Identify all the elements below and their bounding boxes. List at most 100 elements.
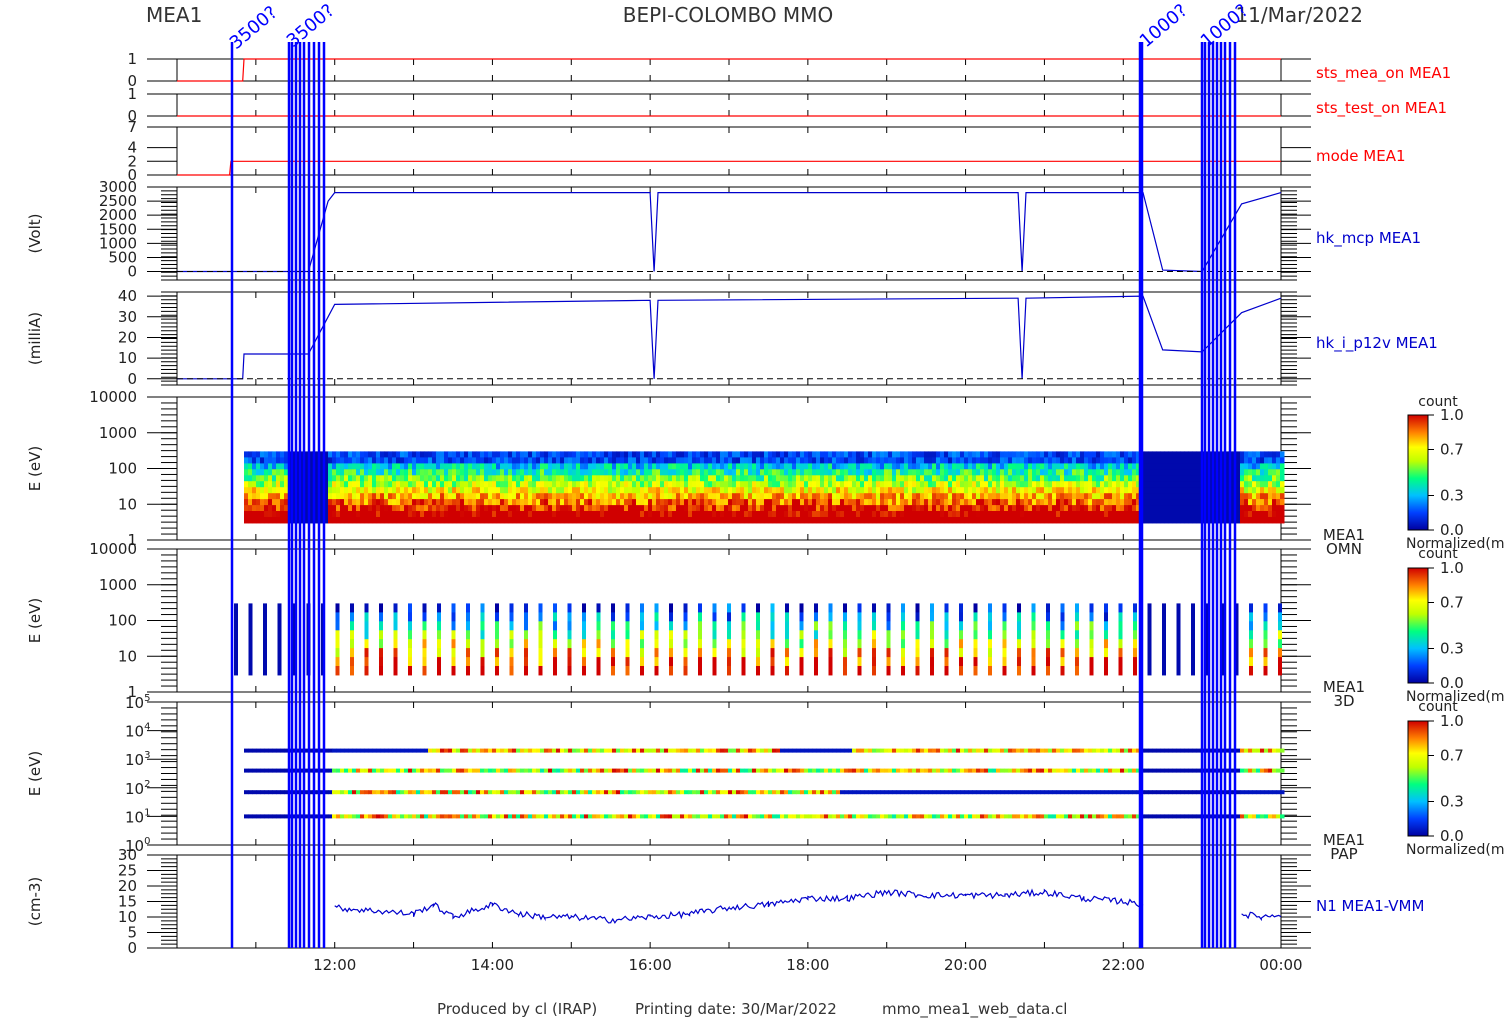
spectrogram-cell	[664, 463, 669, 470]
pap-cell	[344, 748, 349, 753]
spectrogram-cell	[960, 505, 965, 512]
pap-cell	[744, 768, 749, 773]
pap-cell	[960, 748, 965, 753]
spectrogram-cell	[876, 499, 881, 506]
spectrogram-cell	[1040, 463, 1045, 470]
spectrogram-cell	[1244, 499, 1249, 506]
spectrogram-cell	[964, 487, 969, 494]
spectrogram-cell	[904, 451, 909, 458]
pap-cell	[720, 748, 725, 753]
spectrogram-cell	[380, 469, 385, 476]
pap-cell	[1236, 748, 1241, 753]
spectrogram-cell	[904, 481, 909, 488]
spectrogram-cell	[400, 493, 405, 500]
3d-cell	[422, 648, 427, 658]
spectrogram-cell	[1164, 451, 1169, 458]
spectrogram-cell	[728, 517, 733, 524]
spectrogram-cell	[736, 451, 741, 458]
spectrogram-cell	[344, 487, 349, 494]
spectrogram-cell	[1256, 511, 1261, 518]
spectrogram-cell	[716, 469, 721, 476]
pap-cell	[280, 790, 285, 795]
spectrogram-cell	[1076, 451, 1081, 458]
spectrogram-cell	[1192, 463, 1197, 470]
spectrogram-cell	[1256, 517, 1261, 524]
3d-cell	[669, 630, 673, 640]
spectrogram-cell	[932, 499, 937, 506]
spectrogram-cell	[696, 493, 701, 500]
spectrogram-cell	[1080, 481, 1085, 488]
pap-cell	[556, 790, 561, 795]
spectrogram-cell	[1160, 505, 1165, 512]
3d-cell	[1278, 657, 1282, 667]
spectrogram-cell	[752, 499, 757, 506]
pap-cell	[328, 768, 333, 773]
spectrogram-cell	[956, 463, 961, 470]
spectrogram-cell	[852, 487, 857, 494]
spectrogram-cell	[1144, 505, 1149, 512]
spectrogram-cell	[356, 499, 361, 506]
3d-cell	[509, 621, 514, 631]
spectrogram-cell	[420, 511, 425, 518]
pap-cell	[1076, 768, 1081, 773]
spectrogram-cell	[552, 517, 557, 524]
spectrogram-cell	[572, 475, 577, 482]
pap-cell	[604, 748, 609, 753]
spectrogram-cell	[428, 517, 433, 524]
spectrogram-cell	[876, 451, 881, 458]
pap-cell	[536, 790, 541, 795]
pap-cell	[444, 748, 449, 753]
spectrogram-cell	[1116, 487, 1121, 494]
3d-cell	[756, 630, 760, 640]
spectrogram-cell	[568, 469, 573, 476]
3d-cell	[350, 666, 354, 676]
spectrogram-cell	[376, 493, 381, 500]
spectrogram-cell	[692, 457, 697, 464]
spectrogram-cell	[708, 481, 713, 488]
spectrogram-cell	[580, 493, 585, 500]
spectrogram-cell	[380, 499, 385, 506]
spectrogram-cell	[524, 481, 529, 488]
spectrogram-cell	[252, 469, 257, 476]
3d-cell	[799, 639, 804, 649]
spectrogram-cell	[792, 517, 797, 524]
spectrogram-cell	[696, 475, 701, 482]
spectrogram-cell	[416, 451, 421, 458]
spectrogram-cell	[476, 463, 481, 470]
spectrogram-cell	[1112, 475, 1117, 482]
pap-cell	[532, 768, 537, 773]
spectrogram-cell	[1064, 481, 1069, 488]
spectrogram-cell	[340, 457, 345, 464]
spectrogram-cell	[564, 481, 569, 488]
pap-cell	[1052, 768, 1057, 773]
pap-cell	[296, 748, 301, 753]
spectrogram-cell	[272, 493, 277, 500]
spectrogram-cell	[972, 481, 977, 488]
spectrogram-cell	[512, 487, 517, 494]
spectrogram-cell	[448, 469, 453, 476]
spectrogram-cell	[1240, 517, 1245, 524]
spectrogram-cell	[548, 505, 553, 512]
spectrogram-cell	[1108, 481, 1113, 488]
3d-cell	[857, 666, 862, 676]
spectrogram-cell	[804, 517, 809, 524]
3d-cell	[495, 666, 499, 676]
3d-cell	[495, 630, 499, 640]
spectrogram-cell	[320, 469, 325, 476]
3d-cell	[886, 621, 891, 631]
spectrogram-cell	[624, 463, 629, 470]
spectrogram-cell	[708, 469, 713, 476]
spectrogram-cell	[1180, 487, 1185, 494]
spectrogram-cell	[916, 505, 921, 512]
spectrogram-cell	[636, 493, 641, 500]
spectrogram-cell	[980, 517, 985, 524]
pap-cell	[424, 768, 429, 773]
3d-cell	[915, 603, 920, 613]
spectrogram-cell	[1260, 493, 1265, 500]
spectrogram-cell	[764, 499, 769, 506]
spectrogram-cell	[412, 469, 417, 476]
pap-cell	[1052, 748, 1057, 753]
spectrogram-cell	[880, 451, 885, 458]
pap-cell	[720, 768, 725, 773]
spectrogram-cell	[836, 481, 841, 488]
